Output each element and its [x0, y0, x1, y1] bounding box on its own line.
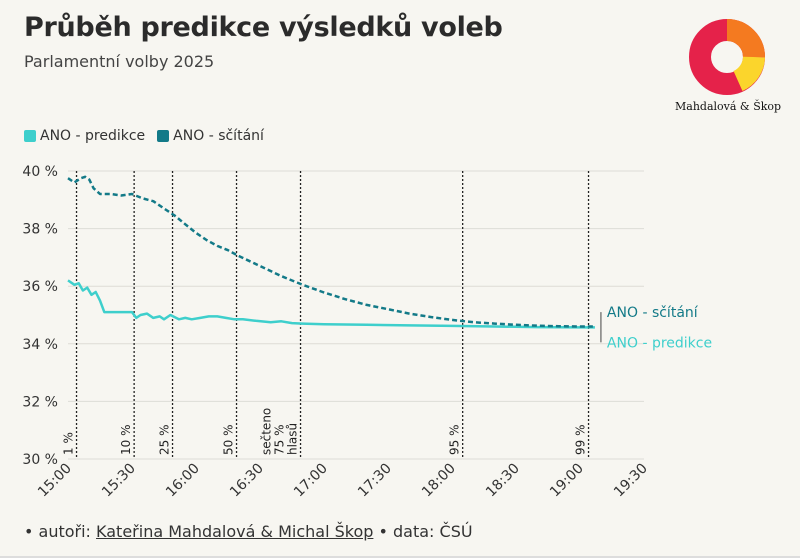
milestone-label: 1 %	[62, 432, 76, 455]
series-line-scitani	[67, 175, 595, 328]
milestone-label: 95 %	[448, 425, 462, 456]
milestone-label: hlasů	[286, 423, 300, 455]
y-tick-label: 32 %	[22, 394, 58, 410]
x-tick-label: 18:00	[419, 461, 459, 501]
milestone-label: 50 %	[222, 425, 236, 456]
x-tick-label: 16:30	[227, 461, 267, 501]
footer: • autoři: Kateřina Mahdalová & Michal Šk…	[24, 522, 473, 541]
y-tick-label: 30 %	[22, 452, 58, 468]
legend-swatch-predikce	[24, 130, 36, 142]
footer-suffix: • data: ČSÚ	[373, 522, 473, 541]
donut-logo-icon	[689, 19, 765, 95]
legend-item-scitani[interactable]: ANO - sčítání	[157, 128, 264, 144]
x-tick-label: 17:30	[355, 461, 395, 501]
x-tick-label: 19:00	[547, 461, 587, 501]
legend-label-predikce: ANO - predikce	[40, 128, 146, 144]
x-tick-label: 17:00	[291, 461, 331, 501]
page-subtitle: Parlamentní volby 2025	[24, 52, 215, 71]
milestone-label: sečteno	[260, 408, 274, 455]
legend-item-predikce[interactable]: ANO - predikce	[24, 128, 145, 144]
end-label-scitani: ANO - sčítání	[607, 305, 699, 321]
x-tick-label: 19:30	[611, 461, 651, 501]
x-tick-label: 16:00	[163, 461, 203, 501]
authors-link[interactable]: Kateřina Mahdalová & Michal Škop	[96, 522, 374, 541]
y-tick-label: 36 %	[22, 279, 58, 295]
x-tick-label: 15:30	[99, 461, 139, 501]
y-tick-label: 38 %	[22, 222, 58, 238]
page-title: Průběh predikce výsledků voleb	[24, 12, 503, 43]
legend-label-scitani: ANO - sčítání	[173, 128, 264, 144]
milestone-label: 25 %	[158, 425, 172, 456]
footer-prefix: • autoři:	[24, 522, 97, 541]
series-line-predikce	[67, 279, 595, 329]
line-chart: 30 %32 %34 %36 %38 %40 %15:00 15:30 16:00 1…	[22, 164, 712, 501]
end-label-predikce: ANO - predikce	[607, 335, 712, 351]
logo-text: Mahdalová & Škop	[675, 100, 782, 113]
milestone-label: 99 %	[574, 425, 588, 456]
milestone-label: 75 %	[273, 425, 287, 456]
y-tick-label: 34 %	[22, 337, 58, 353]
logo: Mahdalová & Škop	[675, 18, 782, 113]
bottom-divider	[0, 556, 800, 558]
x-tick-label: 18:30	[483, 461, 523, 501]
chart-legend: ANO - predikce ANO - sčítání	[24, 128, 264, 144]
milestone-label: 10 %	[119, 425, 133, 456]
legend-swatch-scitani	[157, 130, 170, 142]
y-tick-label: 40 %	[22, 164, 58, 180]
